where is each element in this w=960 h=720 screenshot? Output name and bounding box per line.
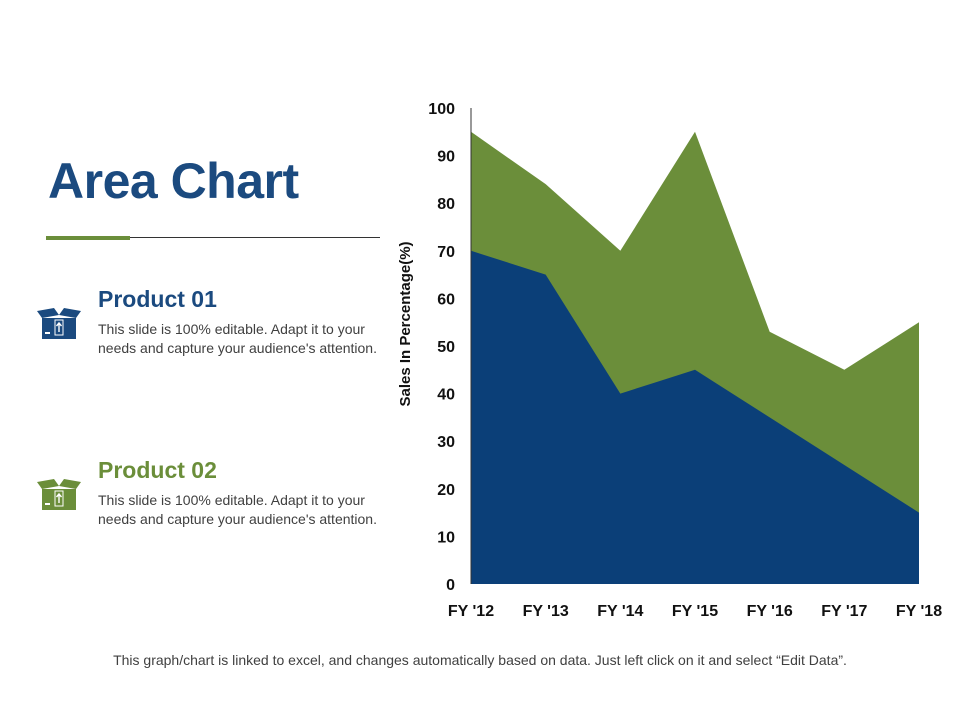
x-tick-label: FY '14 [597,603,643,620]
title-divider-accent [46,236,130,240]
x-tick-label: FY '15 [672,603,718,620]
y-tick-label: 100 [428,101,455,118]
area-series-2 [471,250,919,585]
y-tick-label: 90 [437,149,455,166]
y-tick-label: 0 [446,577,455,594]
y-tick-label: 20 [437,482,455,499]
package-icon [37,308,81,339]
y-tick-label: 30 [437,434,455,451]
page-title: Area Chart [48,153,299,209]
y-tick-label: 10 [437,529,455,546]
title-divider [46,237,380,238]
y-tick-label: 50 [437,339,455,356]
package-icon [37,479,81,510]
y-tick-label: 80 [437,196,455,213]
y-tick-label: 60 [437,291,455,308]
y-tick-label: 70 [437,244,455,261]
x-tick-label: FY '17 [821,603,867,620]
x-tick-label: FY '12 [448,603,494,620]
product-description: This slide is 100% editable. Adapt it to… [98,492,377,527]
y-tick-label: 40 [437,387,455,404]
footer-note: This graph/chart is linked to excel, and… [113,652,847,668]
y-axis-label: Sales In Percentage(%) [397,241,414,406]
x-tick-label: FY '13 [523,603,569,620]
x-tick-label: FY '18 [896,603,942,620]
product-name: Product 02 [98,457,217,483]
product-name: Product 01 [98,286,217,312]
product-description: This slide is 100% editable. Adapt it to… [98,321,377,356]
x-tick-label: FY '16 [747,603,793,620]
